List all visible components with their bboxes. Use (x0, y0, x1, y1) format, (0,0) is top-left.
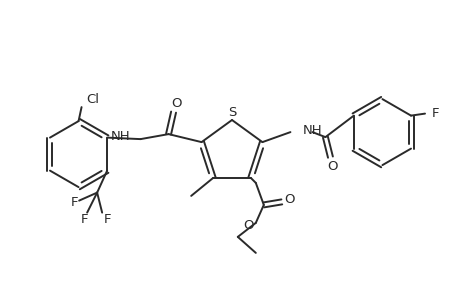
Text: F: F (80, 213, 88, 226)
Text: S: S (227, 106, 235, 118)
Text: O: O (284, 194, 294, 206)
Text: NH: NH (111, 130, 130, 142)
Text: F: F (103, 213, 111, 226)
Text: O: O (243, 219, 253, 232)
Text: NH: NH (302, 124, 321, 136)
Text: F: F (431, 107, 438, 120)
Text: O: O (171, 97, 181, 110)
Text: O: O (326, 160, 337, 172)
Text: F: F (70, 196, 78, 209)
Text: Cl: Cl (86, 93, 99, 106)
